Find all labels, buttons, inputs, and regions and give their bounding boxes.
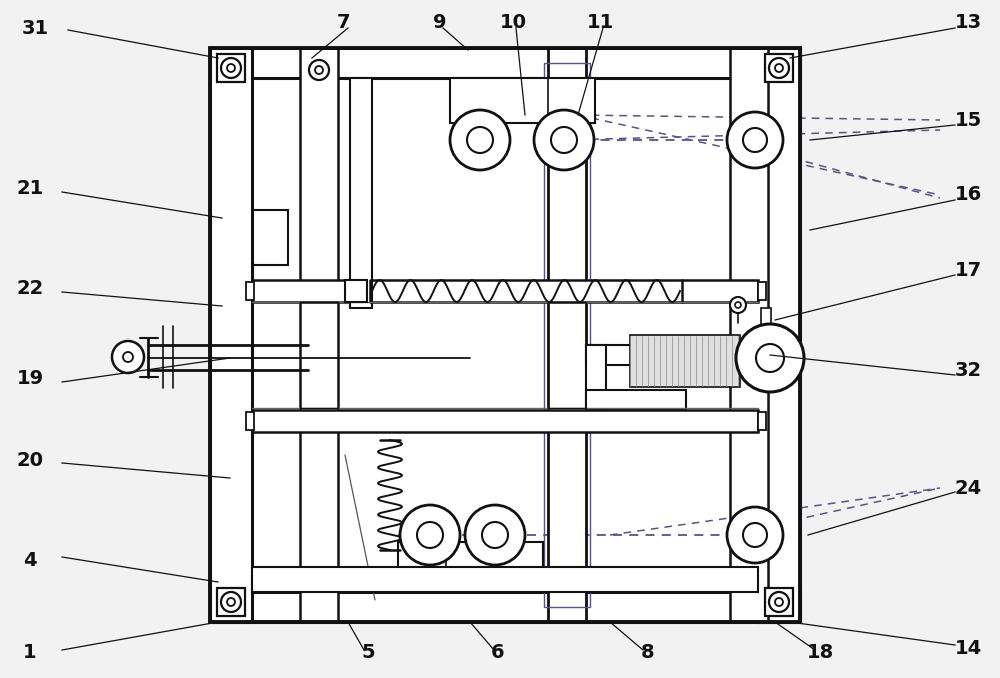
Circle shape (743, 523, 767, 547)
Bar (210, 48, 800, 622)
Text: 15: 15 (954, 111, 982, 129)
Text: 6: 6 (491, 643, 505, 662)
Bar (586, 345, 606, 410)
Text: 8: 8 (641, 643, 655, 662)
Bar (350, 78, 372, 308)
Bar (548, 48, 586, 622)
Circle shape (756, 344, 784, 372)
Bar (252, 280, 758, 302)
Circle shape (735, 302, 741, 308)
Circle shape (400, 505, 460, 565)
Circle shape (309, 60, 329, 80)
Bar (758, 48, 800, 622)
Bar (765, 588, 793, 616)
Bar (630, 335, 740, 387)
Bar (253, 210, 288, 265)
Bar (210, 592, 800, 622)
Text: 22: 22 (16, 279, 44, 298)
Circle shape (465, 505, 525, 565)
Text: 5: 5 (361, 643, 375, 662)
Circle shape (417, 522, 443, 548)
Circle shape (221, 592, 241, 612)
Circle shape (227, 64, 235, 72)
Circle shape (736, 324, 804, 392)
Bar (210, 48, 800, 78)
Bar (450, 78, 595, 123)
Circle shape (775, 598, 783, 606)
Bar (252, 567, 758, 592)
Circle shape (769, 592, 789, 612)
Text: 9: 9 (433, 12, 447, 31)
Text: 32: 32 (954, 361, 982, 380)
Bar (217, 588, 245, 616)
Text: 24: 24 (954, 479, 982, 498)
Circle shape (112, 341, 144, 373)
Circle shape (450, 110, 510, 170)
Bar (765, 54, 793, 82)
Bar (758, 282, 766, 300)
Circle shape (315, 66, 323, 74)
Circle shape (534, 110, 594, 170)
Circle shape (482, 522, 508, 548)
Bar (300, 48, 338, 622)
Circle shape (727, 507, 783, 563)
Bar (586, 345, 721, 365)
Bar (217, 54, 245, 82)
Text: 14: 14 (954, 639, 982, 658)
Bar (544, 63, 590, 607)
Circle shape (727, 112, 783, 168)
Circle shape (551, 127, 577, 153)
Bar (586, 390, 686, 410)
Circle shape (743, 128, 767, 152)
Text: 1: 1 (23, 643, 37, 662)
Circle shape (769, 58, 789, 78)
Text: 18: 18 (806, 643, 834, 662)
Text: 16: 16 (954, 186, 982, 205)
Text: 19: 19 (16, 369, 44, 388)
Bar (730, 48, 768, 622)
Bar (398, 542, 543, 590)
Text: 7: 7 (336, 12, 350, 31)
Bar (246, 282, 254, 300)
Text: 31: 31 (21, 18, 49, 37)
Bar (210, 48, 800, 622)
Text: 13: 13 (954, 12, 982, 31)
Circle shape (775, 64, 783, 72)
Bar (758, 412, 766, 430)
Text: 21: 21 (16, 178, 44, 197)
Bar (761, 308, 771, 333)
Text: 17: 17 (954, 260, 982, 279)
Text: 11: 11 (586, 12, 614, 31)
Bar (345, 280, 367, 302)
Circle shape (467, 127, 493, 153)
Circle shape (227, 598, 235, 606)
Text: 20: 20 (16, 450, 44, 469)
Bar (252, 410, 758, 432)
Circle shape (730, 297, 746, 313)
Circle shape (221, 58, 241, 78)
Text: 10: 10 (500, 12, 526, 31)
Circle shape (123, 352, 133, 362)
Bar (210, 48, 252, 622)
Bar (246, 412, 254, 430)
Bar (398, 542, 446, 590)
Text: 4: 4 (23, 551, 37, 570)
